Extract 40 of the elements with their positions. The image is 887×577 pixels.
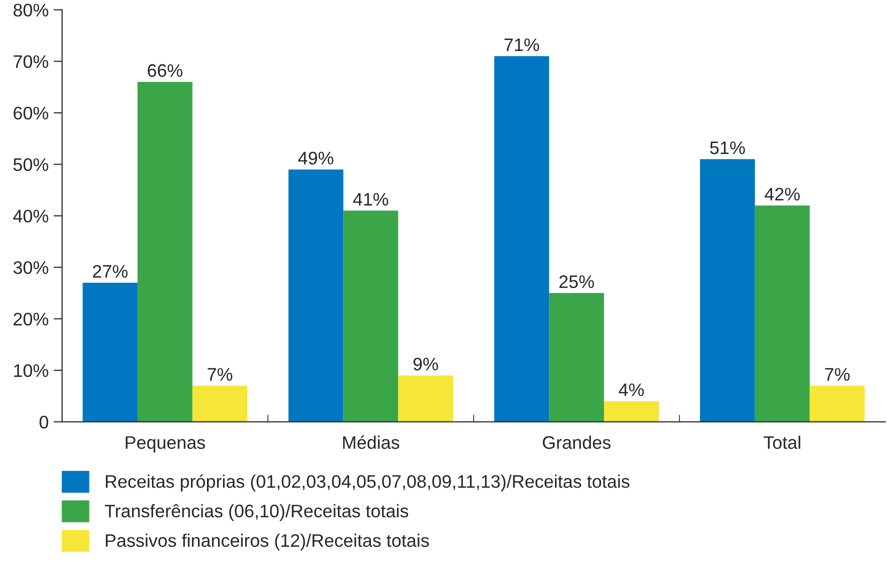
bar (494, 56, 550, 422)
text: 66% (148, 64, 182, 77)
text: 25% (559, 275, 594, 288)
bar (82, 282, 138, 422)
text: 27% (92, 265, 128, 278)
legend-label: Transferências (06,10)/Receitas totais (104, 504, 408, 521)
text: 51% (710, 141, 745, 154)
x-tick-label: Pequenas (126, 436, 205, 453)
bar (288, 169, 344, 422)
text: 4% (618, 384, 644, 396)
legend-label: Receitas próprias (01,02,03,04,05,07,08,09,11,13)/Receitas totais (106, 474, 630, 492)
text: 7% (825, 368, 850, 381)
bar (810, 386, 865, 422)
bar (604, 401, 659, 422)
bar (700, 159, 755, 422)
x-tick-label: Médias (343, 435, 400, 449)
y-tick-label: 70% (14, 55, 48, 68)
y-tick-label: 0 (40, 416, 48, 429)
y-tick-label: 40% (13, 210, 48, 223)
bar (192, 386, 248, 422)
legend-label: Passivos financeiros (12)/Receitas totais (106, 534, 429, 550)
text: 71% (504, 38, 540, 52)
text: 9% (413, 358, 438, 370)
y-tick-label: 10% (14, 364, 48, 378)
y-tick-label: 30% (13, 261, 48, 274)
bar (138, 82, 192, 422)
text: 7% (208, 368, 232, 381)
bar (398, 375, 454, 422)
text: 49% (298, 152, 334, 164)
bar (343, 210, 398, 422)
x-tick-label: Grandes (542, 436, 611, 449)
text: 41% (353, 192, 388, 206)
bar (549, 293, 604, 422)
x-tick-label: Total (764, 436, 800, 449)
bar (754, 206, 810, 422)
text: 42% (764, 188, 800, 200)
y-tick-label: 80% (14, 4, 48, 17)
y-tick-label: 60% (14, 106, 48, 120)
y-tick-label: 50% (13, 158, 48, 172)
y-tick-label: 20% (14, 312, 48, 326)
